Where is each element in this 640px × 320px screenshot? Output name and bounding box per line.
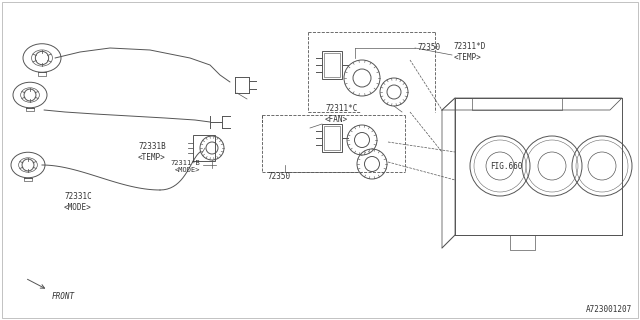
Text: 72311*B
<MODE>: 72311*B <MODE> [170, 160, 200, 173]
Text: 72331B
<TEMP>: 72331B <TEMP> [138, 142, 166, 162]
Text: A723001207: A723001207 [586, 305, 632, 314]
Text: FRONT: FRONT [52, 292, 75, 301]
Text: FIG.660: FIG.660 [490, 162, 522, 171]
Text: 72311*D
<TEMP>: 72311*D <TEMP> [454, 42, 486, 62]
Text: 72350: 72350 [417, 44, 440, 52]
Bar [322, 51, 342, 79]
Bar [324, 126, 340, 150]
Text: 72311*C
<FAN>: 72311*C <FAN> [325, 104, 357, 124]
Text: 72350: 72350 [268, 172, 291, 181]
Text: 72331C
<MODE>: 72331C <MODE> [64, 192, 92, 212]
Bar [322, 124, 342, 152]
Bar [193, 135, 215, 161]
Bar [324, 53, 340, 77]
